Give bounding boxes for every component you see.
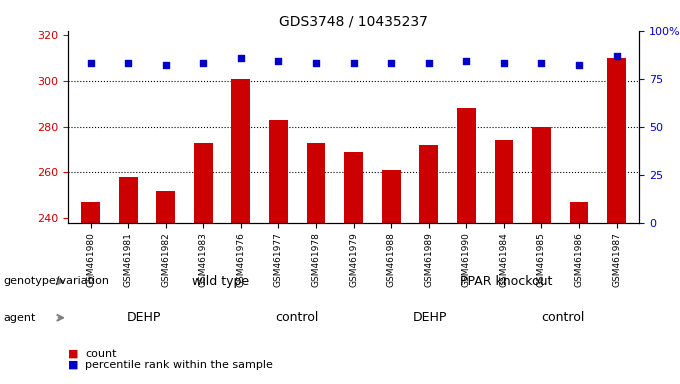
Bar (381, 170, 401, 223)
Text: agent: agent (3, 313, 36, 323)
Title: GDS3748 / 10435237: GDS3748 / 10435237 (279, 14, 428, 28)
Bar (344, 152, 363, 223)
Point (386, 60, 396, 66)
Text: count: count (85, 349, 116, 359)
Text: percentile rank within the sample: percentile rank within the sample (85, 360, 273, 370)
Point (498, 60, 509, 66)
Bar (194, 143, 213, 223)
Point (611, 53, 622, 59)
Text: control: control (275, 311, 318, 324)
Text: PPAR knockout: PPAR knockout (460, 275, 552, 288)
Text: genotype/variation: genotype/variation (3, 276, 109, 286)
Point (235, 55, 246, 61)
Text: control: control (541, 311, 585, 324)
Bar (570, 202, 588, 223)
Point (122, 60, 133, 66)
Point (198, 60, 209, 66)
Bar (607, 58, 626, 223)
Point (348, 60, 359, 66)
Point (85, 60, 96, 66)
Point (536, 60, 547, 66)
Point (160, 62, 171, 68)
Point (461, 58, 472, 65)
Text: DEHP: DEHP (413, 311, 447, 324)
Bar (81, 202, 100, 223)
Bar (457, 108, 476, 223)
Bar (119, 177, 137, 223)
Bar (269, 120, 288, 223)
Text: ■: ■ (68, 349, 78, 359)
Point (311, 60, 322, 66)
Bar (156, 191, 175, 223)
Bar (420, 145, 438, 223)
Bar (231, 79, 250, 223)
Point (424, 60, 435, 66)
Bar (494, 141, 513, 223)
Point (574, 62, 585, 68)
Point (273, 58, 284, 65)
Text: DEHP: DEHP (127, 311, 161, 324)
Text: ■: ■ (68, 360, 78, 370)
Text: wild type: wild type (192, 275, 249, 288)
Bar (532, 127, 551, 223)
Bar (307, 143, 326, 223)
